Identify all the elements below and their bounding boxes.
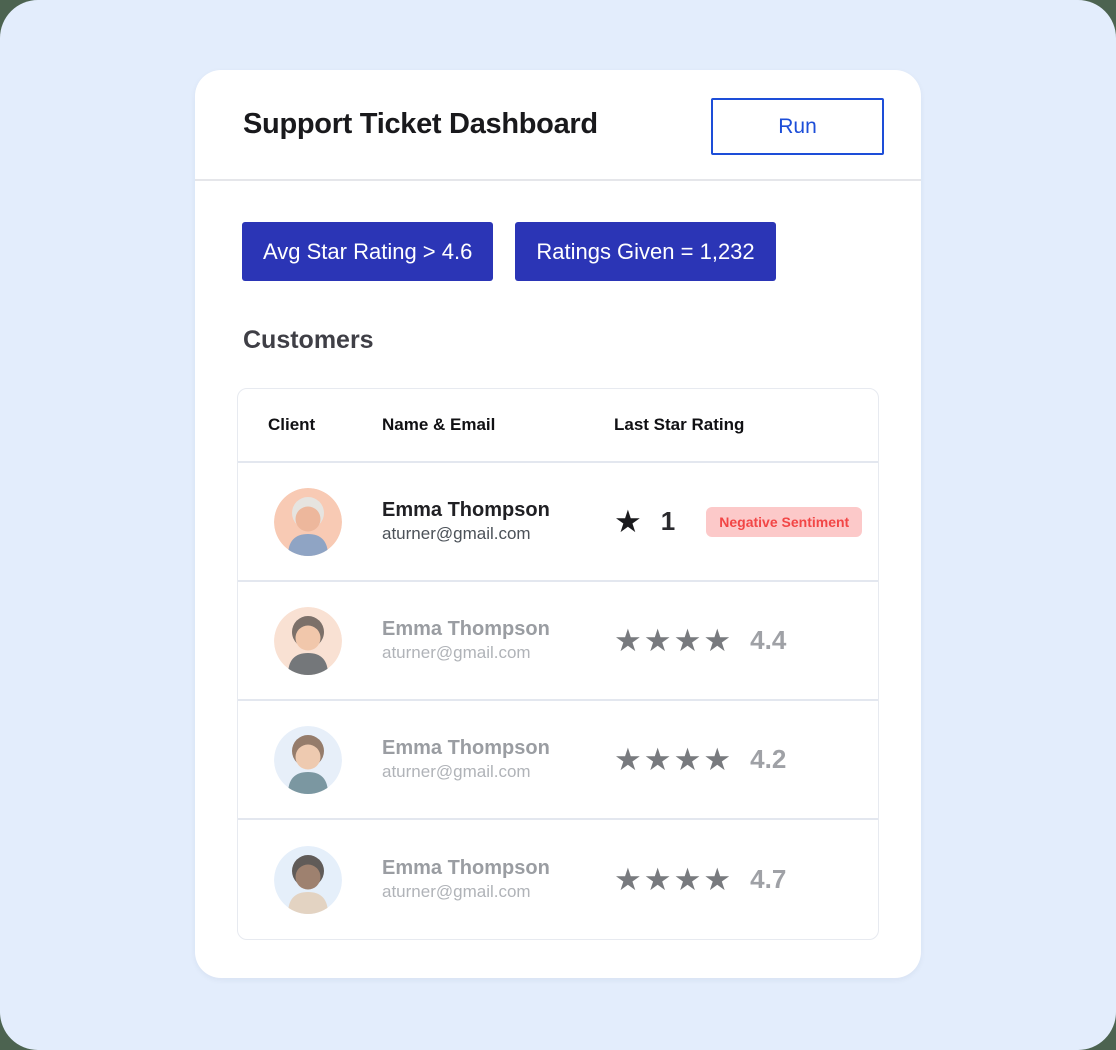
table-row[interactable]: Emma Thompson aturner@gmail.com ★★★★ 4.2 bbox=[238, 701, 878, 820]
customers-heading: Customers bbox=[243, 326, 374, 354]
rating-value: 1 bbox=[660, 506, 676, 536]
rating-value: 4.2 bbox=[750, 744, 787, 774]
customer-avatar bbox=[274, 845, 342, 914]
rating-cell: ★ 1 Negative Sentiment bbox=[614, 506, 878, 537]
page-title: Support Ticket Dashboard bbox=[243, 108, 598, 140]
star-rating-icon: ★★★★ bbox=[614, 742, 734, 777]
client-cell bbox=[268, 606, 382, 675]
table-row[interactable]: Emma Thompson aturner@gmail.com ★★★★ 4.7 bbox=[238, 820, 878, 939]
customer-avatar bbox=[274, 725, 342, 794]
name-email-cell: Emma Thompson aturner@gmail.com bbox=[382, 617, 614, 665]
customer-name: Emma Thompson bbox=[382, 736, 550, 759]
run-button[interactable]: Run bbox=[711, 98, 884, 155]
table-header-row: Client Name & Email Last Star Rating bbox=[238, 389, 878, 463]
customer-name: Emma Thompson bbox=[382, 617, 550, 640]
rating-cell: ★★★★ 4.2 bbox=[614, 744, 878, 775]
filter-chip-row: Avg Star Rating > 4.6 Ratings Given = 1,… bbox=[242, 222, 921, 281]
dashboard-card: Support Ticket Dashboard Run Avg Star Ra… bbox=[195, 70, 921, 978]
star-rating-icon: ★★★★ bbox=[614, 623, 734, 658]
client-cell bbox=[268, 725, 382, 794]
client-cell bbox=[268, 487, 382, 556]
star-rating-icon: ★★★★ bbox=[614, 862, 734, 897]
customer-avatar bbox=[274, 606, 342, 675]
column-header-name-email: Name & Email bbox=[382, 415, 496, 434]
table-row[interactable]: Emma Thompson aturner@gmail.com ★ 1 Nega… bbox=[238, 463, 878, 582]
customer-name: Emma Thompson bbox=[382, 498, 550, 521]
client-cell bbox=[268, 845, 382, 914]
sentiment-badge: Negative Sentiment bbox=[706, 506, 863, 537]
rating-cell: ★★★★ 4.4 bbox=[614, 625, 878, 656]
customer-name: Emma Thompson bbox=[382, 856, 550, 879]
name-email-cell: Emma Thompson aturner@gmail.com bbox=[382, 736, 614, 784]
card-header: Support Ticket Dashboard Run bbox=[195, 70, 921, 181]
customer-email: aturner@gmail.com bbox=[382, 642, 531, 662]
table-body: Emma Thompson aturner@gmail.com ★ 1 Nega… bbox=[238, 463, 878, 939]
customer-email: aturner@gmail.com bbox=[382, 881, 531, 901]
rating-value: 4.7 bbox=[750, 864, 787, 894]
customer-email: aturner@gmail.com bbox=[382, 761, 531, 781]
customer-avatar bbox=[274, 487, 342, 556]
column-header-last-star-rating: Last Star Rating bbox=[614, 415, 745, 434]
rating-value: 4.4 bbox=[750, 625, 787, 655]
name-email-cell: Emma Thompson aturner@gmail.com bbox=[382, 498, 614, 546]
filter-chip-ratings-given[interactable]: Ratings Given = 1,232 bbox=[515, 222, 776, 281]
filter-chip-avg-star-rating[interactable]: Avg Star Rating > 4.6 bbox=[242, 222, 494, 281]
column-header-client: Client bbox=[268, 415, 316, 434]
table-row[interactable]: Emma Thompson aturner@gmail.com ★★★★ 4.4 bbox=[238, 582, 878, 701]
customer-email: aturner@gmail.com bbox=[382, 523, 531, 543]
rating-cell: ★★★★ 4.7 bbox=[614, 864, 878, 895]
name-email-cell: Emma Thompson aturner@gmail.com bbox=[382, 856, 614, 904]
customers-table: Client Name & Email Last Star Rating Emm… bbox=[237, 388, 879, 940]
star-rating-icon: ★ bbox=[614, 504, 644, 539]
